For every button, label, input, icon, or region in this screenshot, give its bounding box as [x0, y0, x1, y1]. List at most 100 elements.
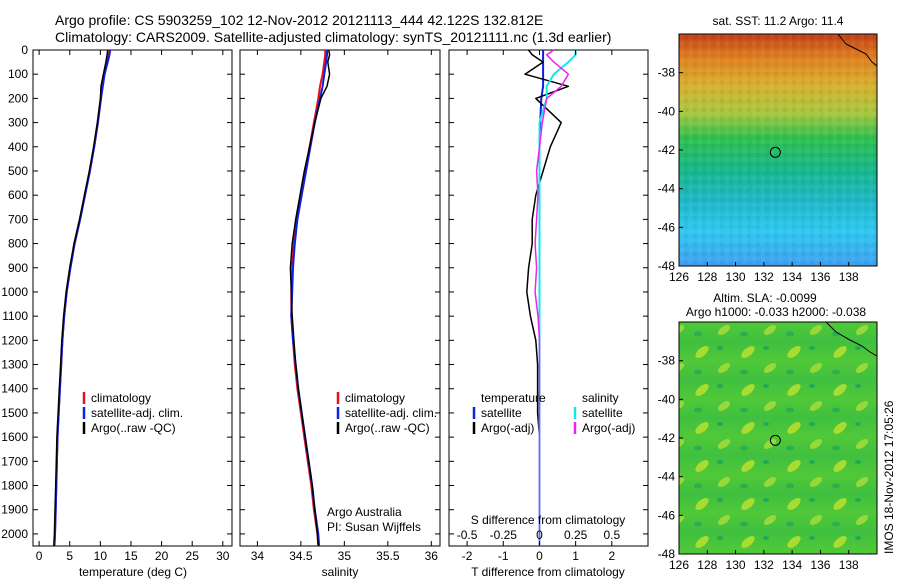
depth-axis: 0 100 200 300 400 500 600 700 800 900 1000 1100 1200…	[1, 43, 648, 541]
temperature-xlabel: temperature (deg C)	[79, 565, 187, 579]
map-y-tick-label: -38	[658, 66, 676, 80]
map-y-tick-label: -42	[658, 431, 676, 445]
map-x-tick-label: 138	[839, 270, 859, 284]
sst-map-panel: sat. SST: 11.2 Argo: 11.4 126 128 130 132 13…	[658, 14, 878, 284]
legend-sal-header: salinity	[582, 391, 619, 405]
depth-tick-label: 400	[8, 140, 28, 154]
series-line-climatology	[53, 49, 111, 547]
sla-map-title: Altim. SLA: -0.0099	[713, 291, 817, 305]
salinity-series	[289, 49, 331, 547]
sla-argo-location-marker	[769, 434, 781, 446]
depth-tick-label: 1300	[1, 358, 28, 372]
map-x-tick-label: 134	[782, 270, 802, 284]
x-tick-label: 20	[155, 549, 169, 563]
sla-map-image	[679, 322, 877, 554]
depth-tick-label: 1000	[1, 285, 28, 299]
legend-temp-header: temperature	[481, 391, 546, 405]
x-tick-label: 25	[186, 549, 200, 563]
sla-y-ticks: -38 -40 -42 -44 -46 -48	[658, 354, 683, 561]
depth-tick-label: 2000	[1, 527, 28, 541]
x-tick-label: 1	[572, 549, 579, 563]
s-difference-x-ticks: -0.5 -0.25 0 0.25 0.5	[457, 528, 621, 542]
map-y-tick-label: -42	[658, 143, 676, 157]
legend-label-temp-satellite: satellite	[481, 406, 522, 420]
depth-tick-label: 500	[8, 164, 28, 178]
t-difference-xlabel: T difference from climatology	[471, 565, 625, 579]
depth-tick-label: 200	[8, 91, 28, 105]
depth-tick-label: 1800	[1, 479, 28, 493]
x-tick-label-top: 0	[536, 528, 543, 542]
depth-tick-label: 1100	[2, 309, 28, 323]
sst-argo-location-marker	[769, 146, 781, 158]
x-tick-label: 0	[536, 549, 543, 563]
sla-map-panel: Altim. SLA: -0.0099 Argo h1000: -0.033 h…	[658, 291, 878, 572]
map-y-tick-label: -46	[658, 508, 676, 522]
legend-label-satellite: satellite-adj. clim.	[345, 406, 437, 420]
sst-coastline	[837, 33, 878, 67]
x-tick-label-top: -0.25	[490, 528, 518, 542]
x-tick-label: -2	[462, 549, 473, 563]
legend-label-temp-argo: Argo(-adj)	[481, 421, 534, 435]
temperature-plot-frame	[32, 49, 233, 547]
temperature-legend: climatology satellite-adj. clim. Argo(..…	[82, 391, 183, 435]
map-y-tick-label: -40	[658, 104, 676, 118]
sst-map-title: sat. SST: 11.2 Argo: 11.4	[713, 14, 844, 28]
series-line-temperature-argo-adj-	[524, 49, 570, 546]
x-tick-label: 34	[251, 549, 265, 563]
x-tick-label-top: -0.5	[457, 528, 478, 542]
series-line-salinity-argo-adj-	[534, 49, 570, 546]
x-tick-label: 35	[338, 549, 352, 563]
depth-tick-label: 100	[8, 67, 28, 81]
map-x-tick-label: 128	[697, 558, 717, 572]
t-difference-x-ticks: -2 -1 0 1 2	[462, 50, 615, 563]
sst-x-ticks: 126 128 130 132 134 136 138	[669, 262, 859, 284]
depth-tick-label: 1500	[1, 406, 28, 420]
x-tick-label: 15	[124, 549, 138, 563]
sla-x-ticks: 126 128 130 132 134 136 138	[669, 550, 859, 572]
sla-map-subtitle: Argo h1000: -0.033 h2000: -0.038	[686, 305, 866, 319]
temperature-series	[53, 49, 112, 547]
temperature-panel	[32, 49, 233, 547]
imos-credit: IMOS 18-Nov-2012 17:05:26	[882, 400, 896, 554]
salinity-panel	[239, 49, 441, 547]
x-tick-label: 0	[36, 549, 43, 563]
map-y-tick-label: -48	[658, 259, 676, 273]
figure-title-line2: Climatology: CARS2009. Satellite-adjuste…	[55, 29, 611, 45]
map-x-tick-label: 138	[839, 558, 859, 572]
difference-panel	[448, 49, 649, 547]
depth-tick-label: 1700	[1, 454, 28, 468]
series-line-satellite-adj-clim-	[53, 49, 112, 547]
x-tick-label-top: 0.5	[603, 528, 620, 542]
x-tick-label: 10	[94, 549, 108, 563]
map-y-tick-label: -38	[658, 354, 676, 368]
salinity-plot-frame	[239, 49, 441, 547]
legend-label-argo: Argo(..raw -QC)	[91, 421, 176, 435]
difference-series	[524, 49, 577, 546]
attribution-line2: PI: Susan Wijffels	[327, 520, 421, 534]
legend-label-argo: Argo(..raw -QC)	[345, 421, 430, 435]
map-x-tick-label: 126	[669, 558, 689, 572]
salinity-legend: climatology satellite-adj. clim. Argo(..…	[336, 391, 437, 435]
legend-label-climatology: climatology	[91, 391, 151, 405]
x-tick-label: 5	[66, 549, 73, 563]
map-x-tick-label: 132	[754, 558, 774, 572]
map-y-tick-label: -48	[658, 547, 676, 561]
map-y-tick-label: -44	[658, 182, 676, 196]
difference-legend: temperature salinity satellite Argo(-adj…	[472, 391, 635, 435]
map-x-tick-label: 136	[810, 558, 830, 572]
x-tick-label: 2	[608, 549, 615, 563]
map-x-tick-label: 134	[782, 558, 802, 572]
map-x-tick-label: 130	[726, 270, 746, 284]
x-tick-label: 35.5	[376, 549, 400, 563]
sla-coastline	[825, 321, 878, 357]
attribution-line1: Argo Australia	[327, 505, 402, 519]
map-x-tick-label: 130	[726, 558, 746, 572]
map-y-tick-label: -40	[658, 392, 676, 406]
depth-tick-label: 0	[21, 43, 28, 57]
sst-map-texture	[679, 34, 877, 266]
map-x-tick-label: 126	[669, 270, 689, 284]
temperature-x-ticks: 0 5 10 15 20 25 30	[36, 50, 230, 563]
sst-y-ticks: -38 -40 -42 -44 -46 -48	[658, 66, 683, 273]
x-tick-label: 34.5	[289, 549, 313, 563]
